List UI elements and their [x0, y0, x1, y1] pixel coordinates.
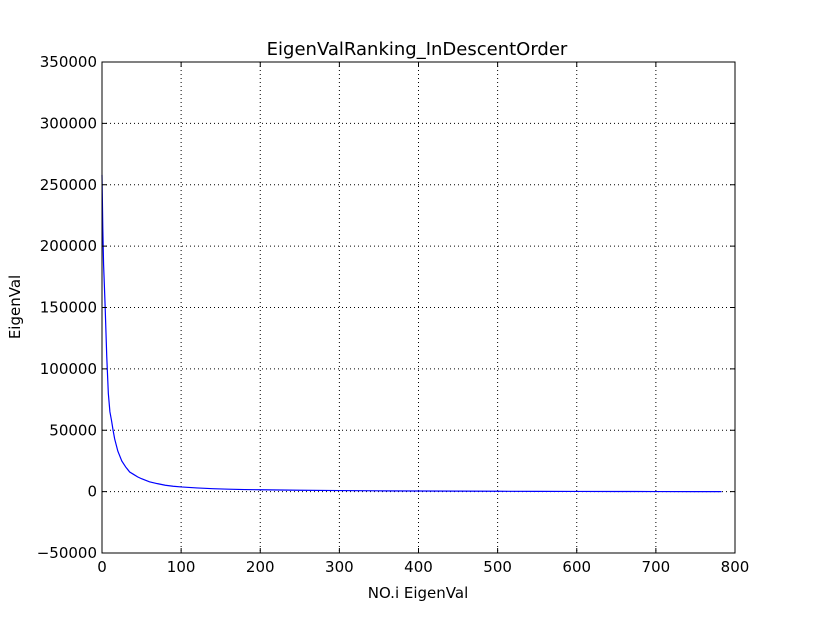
y-tick-label: 150000 [40, 299, 97, 317]
x-tick-label: 800 [721, 558, 750, 576]
y-tick-label: 350000 [40, 53, 97, 71]
y-tick-label: 300000 [40, 114, 97, 132]
y-tick-label: 0 [87, 483, 97, 501]
x-tick-label: 700 [642, 558, 671, 576]
y-tick-label: 100000 [40, 360, 97, 378]
y-tick-label: 250000 [40, 176, 97, 194]
x-tick-labels: 0 100 200 300 400 500 600 700 800 [97, 558, 749, 576]
y-tick-labels: −50000 0 50000 100000 150000 200000 250000 3000… [37, 53, 97, 562]
x-tick-label: 200 [246, 558, 275, 576]
y-tick-label: −50000 [37, 544, 97, 562]
x-tick-label: 600 [562, 558, 591, 576]
series-line [101, 174, 722, 493]
x-tick-label: 300 [325, 558, 354, 576]
x-tick-label: 100 [167, 558, 196, 576]
chart-title: EigenValRanking_InDescentOrder [267, 39, 568, 60]
series-layer [101, 174, 722, 493]
y-tick-label: 200000 [40, 237, 97, 255]
x-axis-label: NO.i EigenVal [368, 584, 468, 602]
x-tick-label: 400 [404, 558, 433, 576]
grid [102, 62, 735, 553]
y-axis-label: EigenVal [6, 275, 24, 339]
ticks [101, 61, 736, 554]
x-tick-label: 0 [97, 558, 107, 576]
x-tick-label: 500 [483, 558, 512, 576]
y-tick-label: 50000 [49, 421, 97, 439]
